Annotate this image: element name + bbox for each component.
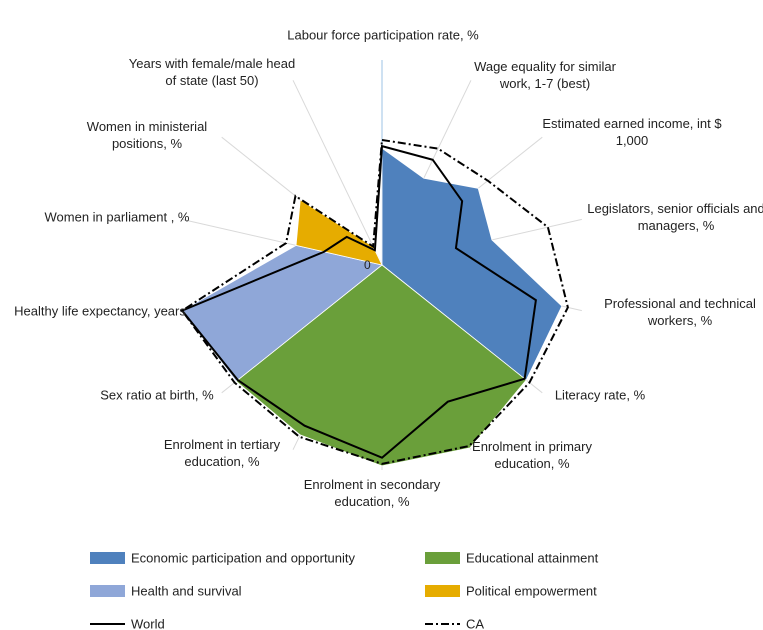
category-label: Women in parliament , % (44, 209, 190, 225)
legend-label: Political empowerment (466, 583, 597, 599)
category-label: Enrolment in tertiary education, % (163, 437, 281, 469)
legend-label: Health and survival (131, 583, 242, 599)
category-label: Labour force participation rate, % (287, 27, 479, 43)
category-label: Professional and technical workers, % (604, 296, 756, 328)
legend-swatch (425, 552, 460, 564)
category-label: Enrolment in primary education, % (472, 439, 592, 471)
legend-label: World (131, 616, 165, 630)
legend-swatch (90, 552, 125, 564)
category-label: Women in ministerial positions, % (86, 119, 208, 151)
category-label: Literacy rate, % (554, 387, 646, 403)
r-tick-label: 0 (364, 258, 371, 272)
legend-label: Educational attainment (466, 550, 599, 566)
radial-axis (292, 80, 383, 266)
legend-swatch (425, 585, 460, 597)
legend-label: CA (466, 616, 485, 630)
legend-label: Economic participation and opportunity (131, 550, 356, 566)
line (180, 144, 537, 459)
category-label: Years with female/male head of state (la… (128, 56, 296, 88)
category-label: Wage equality for similar work, 1-7 (bes… (474, 59, 616, 91)
area (381, 147, 563, 381)
legend-swatch (90, 585, 125, 597)
line (180, 138, 569, 465)
category-label: Healthy life expectancy, years (14, 303, 186, 319)
category-label: Sex ratio at birth, % (100, 387, 214, 403)
category-label: Legislators, senior officials and manage… (587, 201, 763, 233)
category-label: Estimated earned income, int $ 1,000 (542, 116, 722, 148)
category-label: Enrolment in secondary education, % (303, 477, 441, 509)
